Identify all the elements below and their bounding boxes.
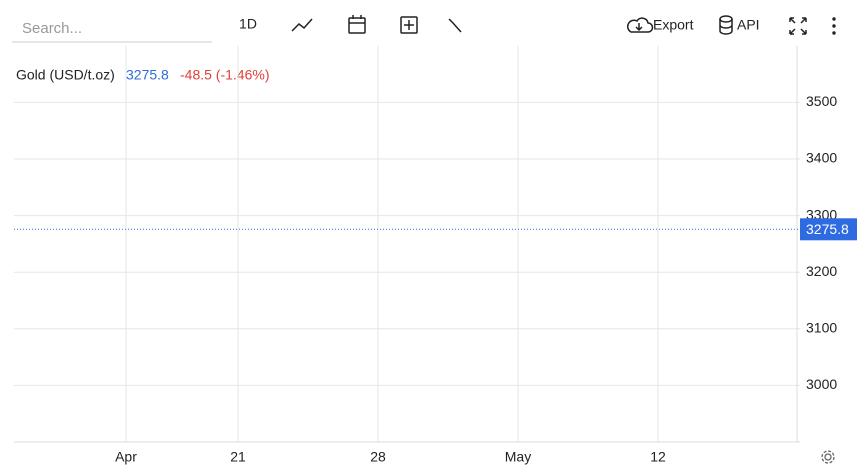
export-button[interactable]: Export: [653, 17, 694, 33]
chart-type-button[interactable]: [291, 18, 313, 32]
calendar-button[interactable]: [348, 15, 366, 34]
search-input[interactable]: Search...: [22, 20, 82, 37]
x-tick-label: 28: [370, 449, 386, 465]
y-tick-label: 3100: [806, 320, 837, 336]
x-tick-label: 12: [650, 449, 666, 465]
interval-button[interactable]: 1D: [239, 16, 257, 32]
last-price-label: 3275.8: [806, 221, 849, 237]
last-price: 3275.8: [126, 67, 169, 83]
fullscreen-button[interactable]: [789, 17, 807, 35]
y-tick-label: 3400: [806, 150, 837, 166]
x-tick-label: 21: [230, 449, 246, 465]
settings-button[interactable]: [821, 450, 835, 464]
price-change: -48.5 (-1.46%): [180, 67, 269, 83]
api-icon[interactable]: [719, 15, 733, 35]
add-indicator-button[interactable]: [400, 16, 418, 34]
last-price-badge: [800, 218, 857, 241]
y-tick-label: 3500: [806, 93, 837, 109]
x-tick-label: Apr: [115, 449, 137, 465]
x-tick-label: May: [505, 449, 531, 465]
more-button[interactable]: [832, 17, 836, 35]
api-button[interactable]: API: [737, 17, 760, 33]
y-tick-label: 3000: [806, 376, 837, 392]
chart-title: Gold (USD/t.oz): [16, 67, 115, 83]
y-tick-label: 3200: [806, 263, 837, 279]
tools-button[interactable]: [448, 18, 462, 33]
export-icon[interactable]: [627, 17, 654, 33]
